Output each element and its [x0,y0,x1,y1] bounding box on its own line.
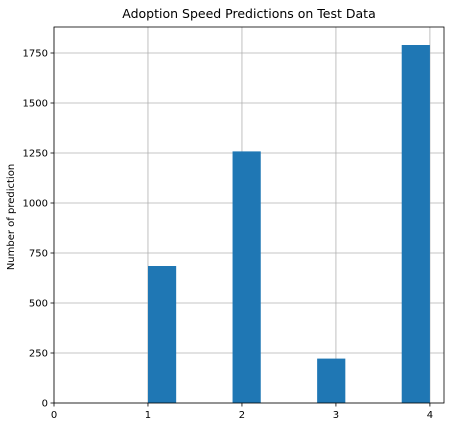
y-tick-label: 1250 [23,149,48,160]
chart-title: Adoption Speed Predictions on Test Data [122,6,376,21]
y-tick-label: 750 [29,249,48,260]
plot-frame [53,26,445,404]
x-tick-label: 0 [51,410,57,421]
y-tick-label: 1500 [23,99,48,110]
histogram-bar [317,358,346,403]
histogram-bar [232,151,261,403]
y-tick-label: 1750 [23,49,48,60]
y-axis-label: Number of prediction [6,164,17,270]
x-tick-label: 3 [333,410,339,421]
bars [147,45,430,403]
y-tick-label: 0 [42,399,48,410]
tick-labels: 0 1 2 3 4 0 250 500 750 1000 1250 1500 1750 [23,49,434,422]
axes [50,26,445,407]
histogram-bar [401,45,430,403]
x-tick-label: 2 [239,410,245,421]
y-tick-label: 250 [29,349,48,360]
x-tick-label: 4 [427,410,433,421]
y-tick-label: 1000 [23,199,48,210]
x-tick-label: 1 [145,410,151,421]
histogram-bar [147,266,177,403]
y-tick-label: 500 [29,299,48,310]
